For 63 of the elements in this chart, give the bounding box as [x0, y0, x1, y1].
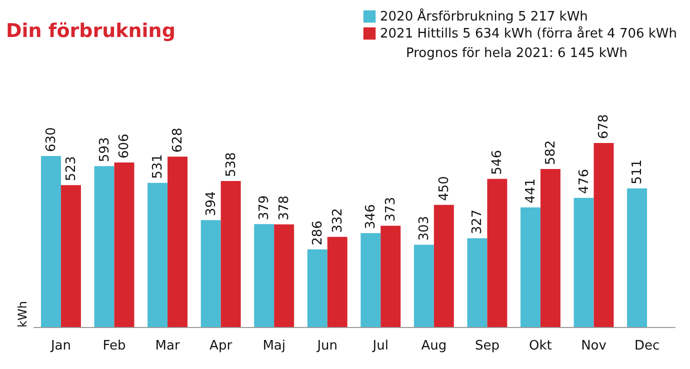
bar [574, 198, 594, 327]
bar [274, 224, 294, 327]
data-label: 450 [436, 176, 452, 201]
bar [307, 249, 328, 327]
x-tick-label: Maj [262, 338, 286, 354]
data-label: 476 [576, 168, 592, 194]
x-tick-label: Nov [581, 338, 607, 354]
data-label: 523 [64, 156, 79, 182]
bar [200, 220, 221, 327]
bar [414, 244, 434, 327]
data-label: 606 [117, 134, 132, 159]
data-label: 531 [150, 154, 166, 179]
data-label: 441 [523, 178, 538, 204]
bar [327, 236, 348, 327]
data-label: 394 [204, 191, 219, 216]
bar [520, 207, 540, 327]
bar [434, 204, 454, 327]
legend-label: 2021 Hittills 5 634 kWh (förra året 4 706 kWh [380, 26, 678, 42]
bar [627, 188, 648, 327]
x-tick-label: Sep [474, 338, 500, 354]
bar [60, 185, 81, 327]
data-label: 378 [277, 196, 292, 220]
bar [487, 178, 508, 327]
data-label: 628 [170, 128, 186, 153]
data-label: 346 [364, 204, 379, 230]
x-tick-label: Aug [421, 338, 447, 354]
bar [40, 156, 61, 327]
bar [148, 182, 168, 327]
bar [114, 162, 134, 327]
data-label: 678 [596, 114, 612, 139]
bar [467, 238, 488, 327]
data-label: 538 [224, 152, 239, 177]
x-tick-label: Okt [529, 338, 552, 354]
legend-label: 2020 Årsförbrukning 5 217 kWh [380, 8, 588, 24]
data-label: 303 [416, 216, 432, 241]
data-label: 582 [543, 140, 558, 166]
bar [168, 156, 188, 327]
bar [254, 224, 274, 327]
bar [360, 233, 381, 327]
data-label: 546 [490, 150, 506, 175]
data-label: 630 [44, 127, 59, 152]
bar [220, 180, 241, 327]
bar [380, 226, 401, 327]
bar [594, 143, 614, 327]
x-tick-label: Dec [634, 338, 660, 354]
x-tick-label: Apr [210, 338, 233, 354]
chart-title: Din förbrukning [6, 20, 176, 42]
data-label: 379 [257, 195, 272, 220]
text: Prognos för hela 2021: 6 145 kWh [406, 46, 628, 61]
x-tick-label: Jan [50, 338, 71, 354]
data-label: 332 [330, 208, 346, 233]
x-tick-label: Jul [372, 338, 388, 354]
x-tick-label: Feb [102, 338, 126, 354]
y-axis-title: kWh [16, 301, 30, 328]
x-tick-label: Jun [316, 338, 338, 354]
data-label: 286 [310, 220, 326, 246]
bar [94, 166, 114, 327]
data-label: 593 [97, 137, 112, 162]
x-tick-label: Mar [155, 338, 180, 354]
data-label: 327 [470, 209, 486, 234]
data-label: 511 [630, 159, 646, 184]
bar [540, 169, 560, 327]
data-label: 373 [384, 196, 399, 222]
